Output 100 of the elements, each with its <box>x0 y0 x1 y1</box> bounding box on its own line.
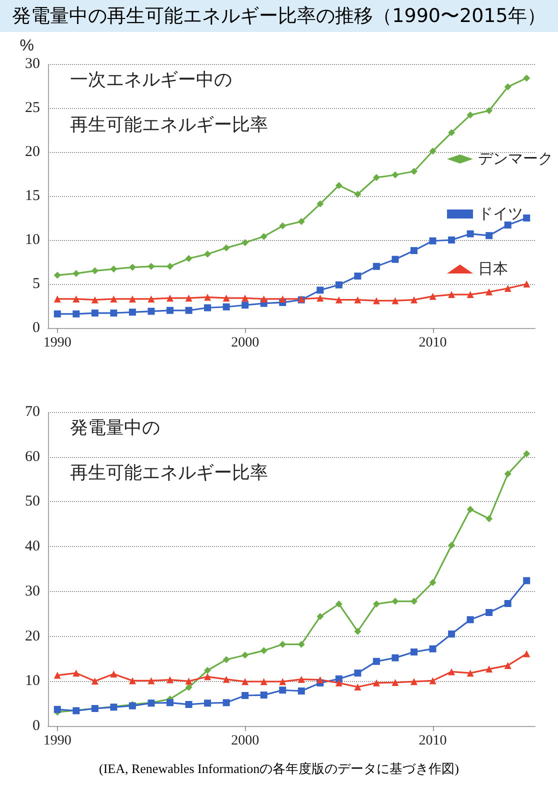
point <box>260 232 268 240</box>
y-tick-label: 20 <box>25 144 40 160</box>
point <box>298 676 305 683</box>
point <box>128 308 136 316</box>
point <box>279 222 286 230</box>
point <box>185 254 192 262</box>
point <box>504 662 512 669</box>
point <box>392 598 399 605</box>
point <box>335 600 342 608</box>
point <box>166 262 174 270</box>
y-tick-label: 60 <box>25 448 40 465</box>
point <box>242 239 249 246</box>
point <box>279 295 286 302</box>
y-tick-label: 30 <box>25 583 40 600</box>
point <box>148 308 155 315</box>
point <box>504 600 512 608</box>
point <box>429 237 436 244</box>
point <box>429 292 436 300</box>
point <box>279 678 286 686</box>
point <box>335 182 342 189</box>
point <box>448 236 456 244</box>
point <box>54 272 61 279</box>
y-tick-label: 50 <box>25 494 40 510</box>
point <box>148 295 155 302</box>
x-tick-label: 1990 <box>43 734 72 748</box>
point <box>128 295 136 302</box>
point <box>504 83 512 90</box>
point <box>372 600 380 608</box>
annotation: 一次エネルギー中の <box>70 70 232 90</box>
point <box>523 280 530 288</box>
point <box>260 678 268 686</box>
point <box>72 670 80 677</box>
point <box>148 262 155 270</box>
y-tick-label: 10 <box>25 673 40 690</box>
point <box>410 296 418 304</box>
point <box>354 272 362 280</box>
point <box>242 692 249 699</box>
point <box>279 686 286 694</box>
y-tick-label: 40 <box>25 538 40 555</box>
point <box>110 266 118 273</box>
point <box>372 262 380 270</box>
point <box>410 648 418 656</box>
point <box>72 310 80 318</box>
point <box>486 107 493 114</box>
point <box>242 678 249 686</box>
point <box>166 699 174 706</box>
y-tick-label: 70 <box>25 404 40 420</box>
y-tick-label: 30 <box>25 56 40 72</box>
point <box>260 295 268 302</box>
point <box>354 683 362 690</box>
point <box>448 630 456 638</box>
point <box>72 295 80 302</box>
point <box>110 295 118 302</box>
point <box>410 168 418 175</box>
point <box>91 678 98 685</box>
point <box>91 267 98 274</box>
point <box>242 294 249 302</box>
point <box>504 222 512 229</box>
point <box>54 672 61 679</box>
point <box>523 650 530 658</box>
point <box>354 296 362 304</box>
point <box>466 506 474 513</box>
point <box>392 297 399 304</box>
x-tick-label: 2000 <box>231 336 260 350</box>
y-axis-title: % <box>20 38 34 54</box>
point <box>410 678 418 686</box>
point <box>392 678 399 686</box>
point <box>54 295 61 302</box>
point <box>260 647 268 654</box>
point <box>504 284 512 292</box>
point <box>72 270 80 277</box>
point <box>185 678 192 685</box>
point <box>372 297 380 304</box>
point <box>222 244 230 252</box>
point <box>523 450 530 458</box>
point <box>335 675 342 682</box>
point <box>91 310 98 317</box>
point <box>466 670 474 677</box>
point <box>372 658 380 665</box>
point <box>204 250 212 258</box>
point <box>222 303 230 310</box>
point <box>410 247 418 254</box>
point <box>354 628 362 635</box>
point <box>298 218 305 226</box>
legend-label: ドイツ <box>478 206 523 222</box>
point <box>466 230 474 238</box>
point <box>523 74 530 82</box>
point <box>316 286 324 294</box>
point <box>335 296 342 304</box>
point <box>242 652 249 659</box>
chart-title: 発電量中の再生可能エネルギー比率の推移（1990〜2015年） <box>0 0 558 32</box>
point <box>504 470 512 478</box>
point <box>316 200 324 208</box>
point <box>392 654 399 662</box>
legend-label: デンマーク <box>478 150 553 168</box>
point <box>523 577 530 584</box>
y-tick-label: 25 <box>25 100 40 116</box>
point <box>466 112 474 119</box>
y-tick-label: 10 <box>25 232 40 248</box>
point <box>260 692 268 699</box>
